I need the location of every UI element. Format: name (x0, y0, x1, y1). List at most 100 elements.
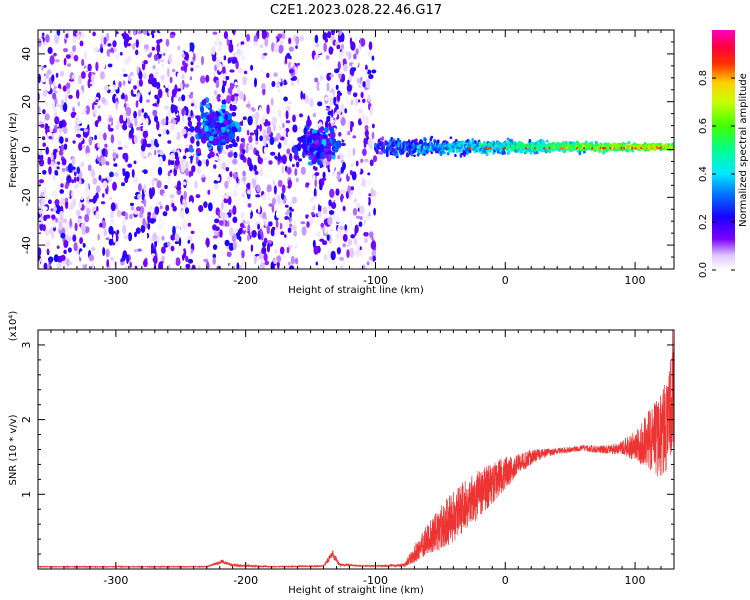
heatmap-cell (156, 97, 160, 105)
heatmap-cell (87, 98, 91, 105)
heatmap-cell (429, 137, 433, 142)
heatmap-cell (170, 234, 176, 241)
heatmap-cell (103, 228, 108, 237)
heatmap-cell (327, 141, 332, 148)
heatmap-cell (127, 163, 133, 168)
heatmap-cell (227, 157, 232, 167)
heatmap-cell (82, 259, 86, 265)
heatmap-cell (165, 116, 169, 122)
heatmap-cell (198, 205, 204, 213)
heatmap-cell (39, 222, 44, 231)
heatmap-cell (232, 216, 238, 224)
heatmap-cell (324, 96, 329, 101)
heatmap-cell (97, 115, 102, 122)
colorbar-gradient (712, 30, 735, 270)
heatmap-cell (97, 105, 101, 109)
heatmap-cell (289, 265, 295, 269)
heatmap-cell (342, 134, 346, 141)
heatmap-cell (325, 55, 330, 60)
heatmap-cell (344, 224, 348, 231)
heatmap-cell (263, 253, 268, 262)
heatmap-cell (140, 172, 145, 178)
heatmap-cell (215, 259, 221, 263)
heatmap-cell (45, 34, 50, 43)
heatmap-cell (564, 148, 568, 151)
heatmap-cell (367, 51, 372, 57)
heatmap-cell (268, 191, 274, 200)
heatmap-cell (232, 241, 237, 251)
heatmap-cell (334, 68, 340, 74)
heatmap-cell (105, 237, 110, 241)
heatmap-cell (161, 246, 166, 254)
heatmap-cell (194, 65, 200, 68)
heatmap-cell (215, 79, 220, 89)
heatmap-cell (143, 44, 149, 50)
heatmap-cell (133, 176, 139, 183)
y-tick-label: 2 (20, 416, 33, 423)
figure-title: C2E1.2023.028.22.46.G17 (270, 3, 442, 18)
heatmap-cell (358, 108, 363, 114)
heatmap-cell (333, 146, 339, 153)
heatmap-cell (98, 131, 102, 141)
heatmap-cell (281, 265, 284, 269)
heatmap-cell (112, 40, 117, 48)
heatmap-cell (347, 148, 352, 159)
heatmap-cell (79, 89, 83, 96)
heatmap-cell (355, 202, 361, 209)
heatmap-cell (372, 155, 378, 163)
heatmap-cell (38, 38, 42, 47)
heatmap-cell (86, 152, 90, 158)
heatmap-cell (187, 30, 193, 37)
heatmap-cell (142, 169, 148, 175)
heatmap-cell (156, 81, 161, 90)
heatmap-cell (79, 237, 83, 245)
heatmap-cell (292, 124, 298, 133)
heatmap-cell (99, 71, 105, 80)
heatmap-cell (311, 132, 318, 141)
heatmap-cell (176, 186, 182, 191)
heatmap-cell (345, 114, 349, 125)
heatmap-cell (38, 151, 43, 156)
heatmap-cell (284, 55, 288, 64)
heatmap-cell (350, 162, 355, 168)
heatmap-cell (235, 190, 239, 198)
heatmap-cell (61, 158, 67, 166)
heatmap-cell (323, 42, 327, 53)
heatmap-cell (176, 227, 182, 235)
heatmap-cell (369, 159, 374, 167)
heatmap-cell (48, 256, 54, 263)
heatmap-cell (281, 77, 285, 81)
heatmap-cell (72, 74, 76, 79)
heatmap-cell (218, 162, 222, 170)
heatmap-cell (253, 129, 257, 135)
heatmap-cell (240, 41, 245, 45)
heatmap-cell (259, 123, 262, 132)
heatmap-cell (366, 215, 372, 220)
heatmap-cell (288, 37, 292, 45)
heatmap-cell (45, 214, 51, 219)
heatmap-cell (312, 112, 317, 118)
heatmap-cell (319, 198, 322, 206)
heatmap-cell (211, 47, 216, 55)
heatmap-cell (38, 247, 42, 256)
heatmap-cell (280, 82, 283, 87)
heatmap-cell (116, 229, 120, 235)
heatmap-cell (138, 70, 143, 80)
heatmap-cell (209, 121, 214, 129)
heatmap-cell (212, 137, 217, 145)
heatmap-cell (283, 79, 287, 86)
heatmap-cell (232, 158, 238, 165)
y-tick-label: 1 (20, 491, 33, 498)
heatmap-cell (83, 49, 88, 53)
heatmap-cell (152, 232, 158, 242)
heatmap-cell (123, 73, 128, 77)
heatmap-cell (87, 78, 91, 89)
heatmap-cell (327, 216, 333, 226)
heatmap-cell (216, 265, 222, 269)
heatmap-cell (234, 100, 237, 105)
heatmap-cell (63, 222, 70, 233)
heatmap-cell (336, 247, 341, 255)
heatmap-cell (91, 246, 96, 252)
heatmap-cell (485, 152, 489, 157)
